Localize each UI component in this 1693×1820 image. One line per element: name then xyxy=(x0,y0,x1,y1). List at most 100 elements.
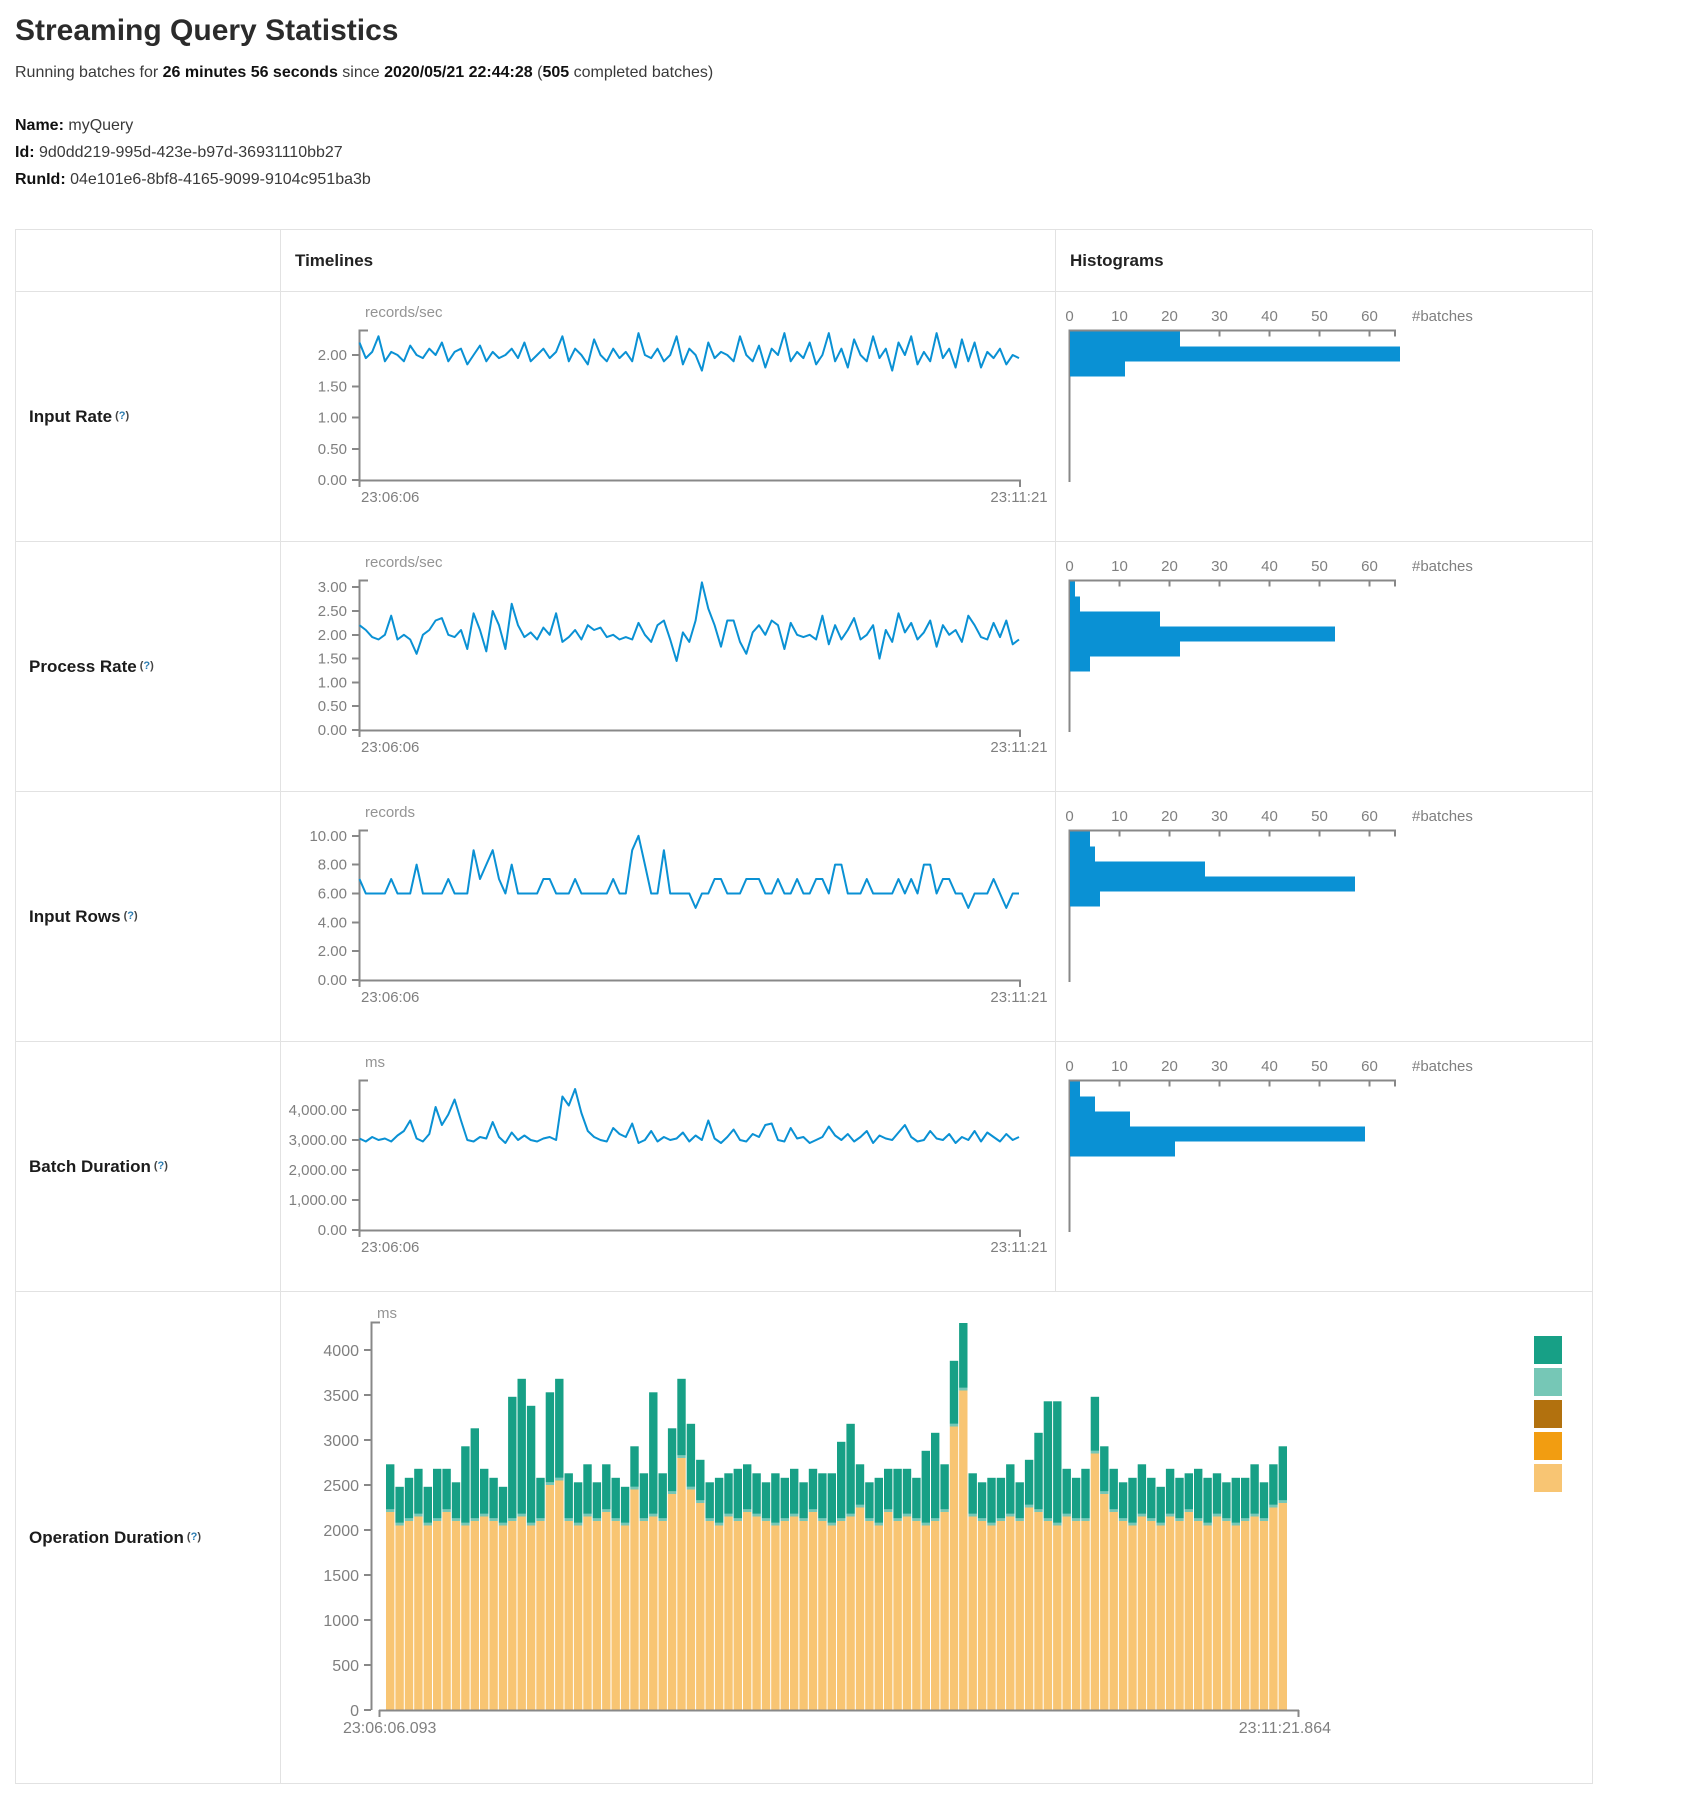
svg-text:records/sec: records/sec xyxy=(365,554,443,571)
svg-text:records/sec: records/sec xyxy=(365,304,443,321)
svg-text:#batches: #batches xyxy=(1412,1058,1473,1075)
svg-text:4000: 4000 xyxy=(323,1343,359,1360)
input-rate-timeline-chart: records/sec 2.00 1.50 1.00 0.50 0.00 23:06:06 2… xyxy=(318,304,1048,506)
batch-duration-help-link[interactable]: (?) xyxy=(153,1159,168,1172)
completed-batches-count: 505 xyxy=(542,64,570,81)
running-summary: Running batches for 26 minutes 56 second… xyxy=(15,64,1693,82)
legend-swatch-3 xyxy=(1534,1432,1562,1460)
row-label-process-rate: Process Rate (?) xyxy=(16,542,281,792)
svg-text:0.00: 0.00 xyxy=(318,472,347,489)
process-rate-timeline-chart: records/sec 3.00 2.50 2.00 1.50 1.00 0.50 0.00 2… xyxy=(318,554,1048,756)
svg-text:3500: 3500 xyxy=(323,1388,359,1405)
svg-text:2.00: 2.00 xyxy=(318,943,347,960)
svg-text:23:11:21: 23:11:21 xyxy=(990,489,1047,506)
runid-value: 04e101e6-8bf8-4165-9099-9104c951ba3b xyxy=(70,171,371,188)
input-rows-label: Input Rows xyxy=(29,906,121,926)
svg-text:0.00: 0.00 xyxy=(318,1222,347,1239)
input-rate-timeline-cell: records/sec 2.00 1.50 1.00 0.50 0.00 23:06:06 2… xyxy=(281,292,1056,542)
timelines-column-header: Timelines xyxy=(281,230,1056,292)
svg-text:0: 0 xyxy=(1065,558,1073,575)
svg-text:2.50: 2.50 xyxy=(318,603,347,620)
svg-text:20: 20 xyxy=(1161,558,1178,575)
svg-text:20: 20 xyxy=(1161,808,1178,825)
svg-text:23:06:06: 23:06:06 xyxy=(361,1239,419,1256)
svg-text:23:11:21: 23:11:21 xyxy=(990,989,1047,1006)
svg-text:4.00: 4.00 xyxy=(318,914,347,931)
svg-text:40: 40 xyxy=(1261,1058,1278,1075)
svg-text:0.50: 0.50 xyxy=(318,698,347,715)
svg-text:8.00: 8.00 xyxy=(318,857,347,874)
svg-text:0: 0 xyxy=(350,1703,359,1720)
batch-duration-timeline-cell: ms 4,000.00 3,000.00 2,000.00 1,000.00 0.00 23… xyxy=(281,1042,1056,1292)
svg-text:23:06:06: 23:06:06 xyxy=(361,989,419,1006)
operation-duration-legend xyxy=(1534,1336,1562,1492)
svg-text:ms: ms xyxy=(377,1305,397,1322)
running-duration: 26 minutes 56 seconds xyxy=(162,64,338,81)
svg-text:10.00: 10.00 xyxy=(309,828,347,845)
input-rows-timeline-chart: records 10.00 8.00 6.00 4.00 2.00 0.00 23:06:06… xyxy=(309,804,1047,1006)
svg-text:23:11:21: 23:11:21 xyxy=(990,1239,1047,1256)
input-rate-histogram-chart: 0 10 20 30 40 50 60 #batches xyxy=(1065,308,1473,482)
id-label: Id: xyxy=(15,144,35,161)
batch-duration-histogram-cell: 0 10 20 30 40 50 60 #batches xyxy=(1056,1042,1593,1292)
svg-text:60: 60 xyxy=(1361,808,1378,825)
svg-text:1500: 1500 xyxy=(323,1568,359,1585)
batch-duration-histogram-chart: 0 10 20 30 40 50 60 #batches xyxy=(1065,1058,1473,1232)
since-word: since xyxy=(337,64,385,81)
svg-text:6.00: 6.00 xyxy=(318,885,347,902)
legend-swatch-0 xyxy=(1534,1336,1562,1364)
input-rows-help-link[interactable]: (?) xyxy=(123,909,138,922)
svg-text:23:11:21: 23:11:21 xyxy=(990,739,1047,756)
legend-swatch-2 xyxy=(1534,1400,1562,1428)
svg-text:500: 500 xyxy=(332,1658,359,1675)
input-rows-timeline-cell: records 10.00 8.00 6.00 4.00 2.00 0.00 23:06:06… xyxy=(281,792,1056,1042)
svg-text:30: 30 xyxy=(1211,308,1228,325)
process-rate-timeline-cell: records/sec 3.00 2.50 2.00 1.50 1.00 0.50 0.00 2… xyxy=(281,542,1056,792)
svg-text:40: 40 xyxy=(1261,558,1278,575)
svg-text:23:06:06: 23:06:06 xyxy=(361,489,419,506)
operation-duration-help-link[interactable]: (?) xyxy=(186,1530,201,1543)
svg-text:50: 50 xyxy=(1311,808,1328,825)
svg-text:60: 60 xyxy=(1361,308,1378,325)
histograms-column-header: Histograms xyxy=(1056,230,1593,292)
query-info: Name: myQuery Id: 9d0dd219-995d-423e-b97… xyxy=(15,112,1693,193)
runid-label: RunId: xyxy=(15,171,66,188)
completed-suffix: completed batches) xyxy=(569,64,714,81)
svg-text:10: 10 xyxy=(1111,808,1128,825)
svg-text:1,000.00: 1,000.00 xyxy=(289,1192,347,1209)
query-name-row: Name: myQuery xyxy=(15,112,1693,139)
name-value: myQuery xyxy=(68,117,134,134)
svg-text:1.50: 1.50 xyxy=(318,378,347,395)
row-label-input-rows: Input Rows (?) xyxy=(16,792,281,1042)
input-rate-histogram-cell: 0 10 20 30 40 50 60 #batches xyxy=(1056,292,1593,542)
corner-header-cell xyxy=(16,230,281,292)
legend-swatch-1 xyxy=(1534,1368,1562,1396)
page-title: Streaming Query Statistics xyxy=(15,14,399,47)
svg-text:2,000.00: 2,000.00 xyxy=(289,1162,347,1179)
query-id-row: Id: 9d0dd219-995d-423e-b97d-36931110bb27 xyxy=(15,139,1693,166)
svg-text:1.00: 1.00 xyxy=(318,674,347,691)
svg-text:60: 60 xyxy=(1361,558,1378,575)
svg-text:60: 60 xyxy=(1361,1058,1378,1075)
svg-text:1000: 1000 xyxy=(323,1613,359,1630)
running-prefix: Running batches for xyxy=(15,64,163,81)
stats-table: Timelines Histograms Input Rate (?) reco… xyxy=(15,229,1593,1784)
process-rate-histogram-chart: 0 10 20 30 40 50 60 #batches xyxy=(1065,558,1473,732)
svg-text:10: 10 xyxy=(1111,308,1128,325)
svg-text:40: 40 xyxy=(1261,308,1278,325)
svg-text:20: 20 xyxy=(1161,308,1178,325)
svg-text:3,000.00: 3,000.00 xyxy=(289,1132,347,1149)
legend-swatch-4 xyxy=(1534,1464,1562,1492)
svg-text:#batches: #batches xyxy=(1412,808,1473,825)
svg-text:50: 50 xyxy=(1311,1058,1328,1075)
query-runid-row: RunId: 04e101e6-8bf8-4165-9099-9104c951b… xyxy=(15,166,1693,193)
svg-text:records: records xyxy=(365,804,415,821)
svg-text:50: 50 xyxy=(1311,308,1328,325)
process-rate-help-link[interactable]: (?) xyxy=(139,659,154,672)
row-label-input-rate: Input Rate (?) xyxy=(16,292,281,542)
svg-text:0.00: 0.00 xyxy=(318,722,347,739)
svg-text:10: 10 xyxy=(1111,1058,1128,1075)
paren-open: ( xyxy=(532,64,543,81)
input-rate-help-link[interactable]: (?) xyxy=(115,409,130,422)
input-rows-histogram-chart: 0 10 20 30 40 50 60 #batches xyxy=(1065,808,1473,982)
